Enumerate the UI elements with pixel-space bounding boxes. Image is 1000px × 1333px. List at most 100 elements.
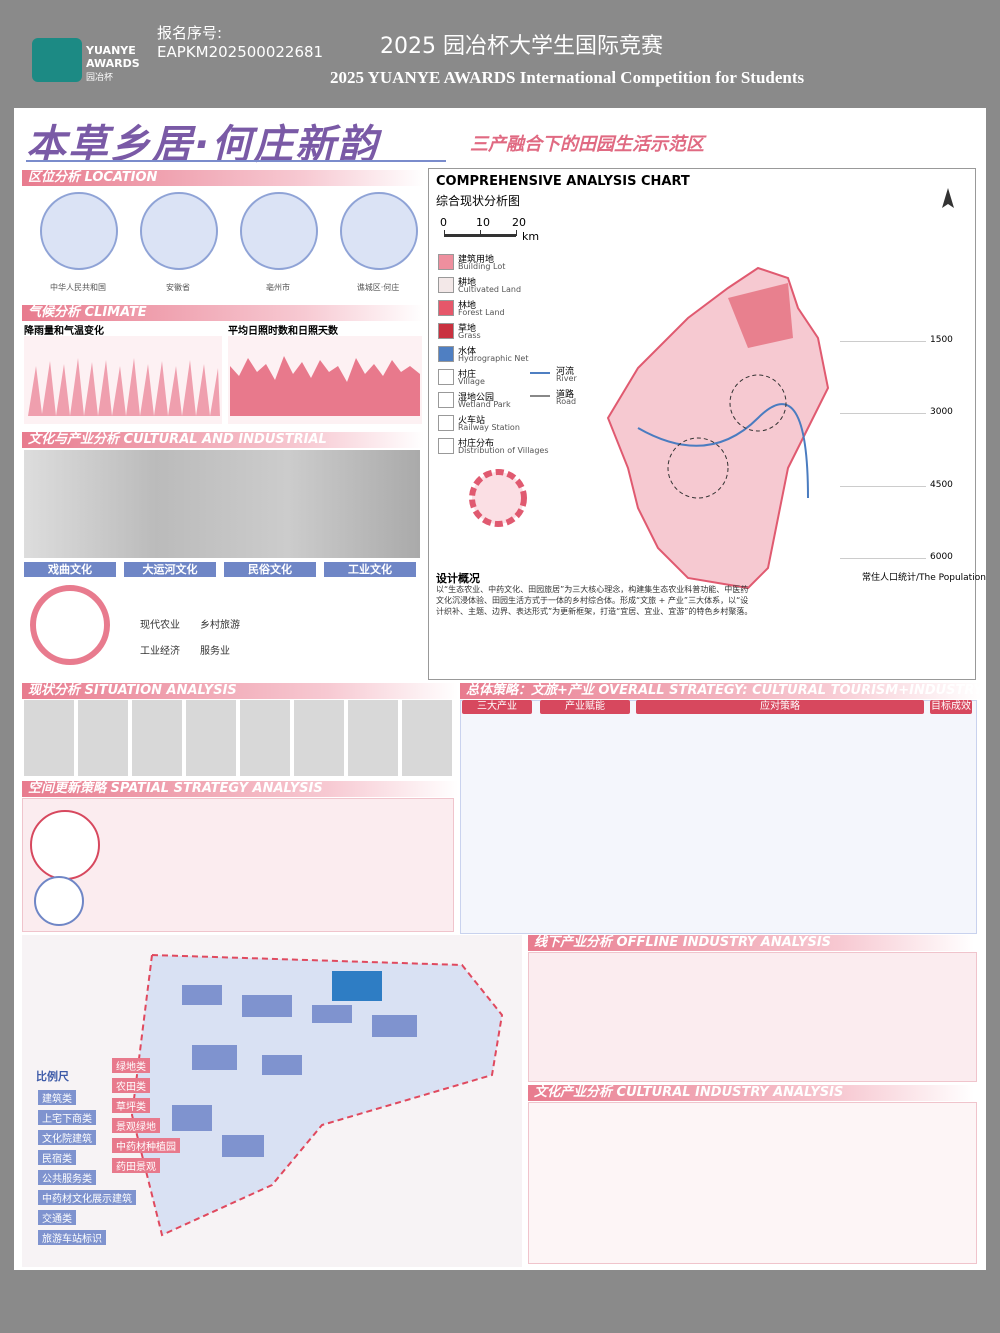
north-arrow <box>942 188 954 208</box>
population-tick: 6000 <box>930 552 953 562</box>
chart-title: COMPREHENSIVE ANALYSIS CHART <box>436 174 690 189</box>
legend-label: 草地 <box>458 324 477 334</box>
section-heading: 总体策略：文旅+产业 OVERALL STRATEGY: CULTURAL TO… <box>460 683 981 699</box>
range-circle <box>667 437 729 499</box>
section-heading: 气候分析 CLIMATE <box>22 305 424 321</box>
legend-swatch <box>530 395 550 397</box>
legend-item: 绿地类 <box>112 1058 150 1073</box>
legend-label-en: Hydrographic Net <box>458 354 529 363</box>
spatial-panel <box>22 798 454 932</box>
overview-title: 设计概况 <box>436 572 480 585</box>
scale-bar <box>444 234 516 237</box>
legend-label-en: Village <box>458 377 485 386</box>
industry-label: 服务业 <box>200 646 230 657</box>
range-circle <box>729 374 787 432</box>
location-label: 安徽省 <box>166 283 190 292</box>
location-map <box>40 192 118 270</box>
legend-label: 水体 <box>458 347 477 357</box>
spatial-circle <box>34 876 84 926</box>
industry-label: 乡村旅游 <box>200 620 240 631</box>
section-heading: 区位分析 LOCATION <box>22 170 424 186</box>
culture-theme: 工业文化 <box>324 562 416 577</box>
legend-swatch <box>438 438 454 454</box>
legend-label: 河流 <box>556 367 575 377</box>
legend-item: 公共服务类 <box>38 1170 96 1185</box>
scale-tick: 10 <box>476 216 490 229</box>
legend-label: 林地 <box>458 301 477 311</box>
legend-label: 建筑用地 <box>458 255 495 265</box>
legend-item: 建筑类 <box>38 1090 76 1105</box>
location-label: 谯城区·何庄 <box>356 283 400 292</box>
site-outline <box>606 266 830 590</box>
poster-subtitle: 三产融合下的田园生活示范区 <box>470 134 704 155</box>
legend-item: 药田景观 <box>112 1158 160 1173</box>
header-title: 2025 园冶杯大学生国际竞赛 <box>380 34 663 59</box>
population-grid <box>840 340 926 342</box>
legend-label: 道路 <box>556 390 575 400</box>
block <box>262 1055 302 1075</box>
location-map <box>340 192 418 270</box>
strategy-column-header: 应对策略 <box>636 700 924 714</box>
location-label: 亳州市 <box>266 283 290 292</box>
strategy-column-header: 产业赋能 <box>540 700 630 714</box>
legend-item: 交通类 <box>38 1210 76 1225</box>
block <box>372 1015 417 1037</box>
legend-item: 上宅下商类 <box>38 1110 96 1125</box>
scale-tick: 0 <box>440 216 447 229</box>
climate-decoration <box>24 336 422 424</box>
section-heading: 线下产业分析 OFFLINE INDUSTRY ANALYSIS <box>528 935 974 951</box>
logo-cn: 园冶杯 <box>86 73 114 83</box>
legend-swatch <box>438 323 454 339</box>
legend-label-en: Grass <box>458 331 481 340</box>
analysis-map <box>469 188 954 590</box>
legend-swatch <box>438 369 454 385</box>
rain-area <box>28 358 220 416</box>
ring-chart-decoration <box>469 469 527 527</box>
legend-swatch <box>438 254 454 270</box>
industry-label: 工业经济 <box>140 646 180 657</box>
legend-item: 中药材种植园 <box>112 1138 180 1153</box>
sun-area <box>230 356 420 416</box>
block <box>172 1105 212 1131</box>
legend-label-en: Road <box>556 397 577 406</box>
culture-theme: 戏曲文化 <box>24 562 116 577</box>
logo-text: YUANYE AWARDS <box>86 44 140 70</box>
strategy-column-header: 三大产业 <box>462 700 532 714</box>
section-heading: 空间更新策略 SPATIAL STRATEGY ANALYSIS <box>22 781 458 797</box>
spatial-circle <box>30 810 100 880</box>
legend-item: 旅游车站标识 <box>38 1230 106 1245</box>
legend-label: 湿地公园 <box>458 393 495 403</box>
scale-unit: km <box>522 230 540 243</box>
section-heading: 文化与产业分析 CULTURAL AND INDUSTRIAL <box>22 432 424 448</box>
legend-item: 景观绿地 <box>112 1118 160 1133</box>
strategy-panel <box>460 700 977 934</box>
legend-label-en: Cultivated Land <box>458 285 522 294</box>
pool <box>332 971 382 1001</box>
reg-label: 报名序号: <box>157 24 223 42</box>
culture-theme: 大运河文化 <box>124 562 216 577</box>
block <box>182 985 222 1005</box>
scale-tick-mark <box>516 230 517 236</box>
legend-swatch <box>530 372 550 374</box>
population-tick: 4500 <box>930 479 953 490</box>
block <box>192 1045 237 1070</box>
legend-label: 村庄 <box>458 370 477 380</box>
location-map <box>140 192 218 270</box>
culture-theme: 民俗文化 <box>224 562 316 577</box>
population-tick: 3000 <box>930 407 953 417</box>
location-label: 中华人民共和国 <box>50 283 106 292</box>
legend-item: 民宿类 <box>38 1150 76 1165</box>
strategy-column-header: 目标成效 <box>930 700 972 714</box>
climate-title: 平均日照时数和日照天数 <box>228 326 338 337</box>
legend-item: 中药材文化展示建筑 <box>38 1190 136 1205</box>
title-rule <box>26 160 446 162</box>
reg-code: EAPKM202500022681 <box>157 43 324 61</box>
legend-item: 文化院建筑 <box>38 1130 96 1145</box>
block <box>242 995 292 1017</box>
overview-text: 以“生态农业、中药文化、田园旅居”为三大核心理念，构建集生态农业科普功能、中医药… <box>436 585 753 616</box>
legend-item: 草坪类 <box>112 1098 150 1113</box>
legend-swatch <box>438 277 454 293</box>
legend-label-en: Building Lot <box>458 262 506 271</box>
block <box>312 1005 352 1023</box>
